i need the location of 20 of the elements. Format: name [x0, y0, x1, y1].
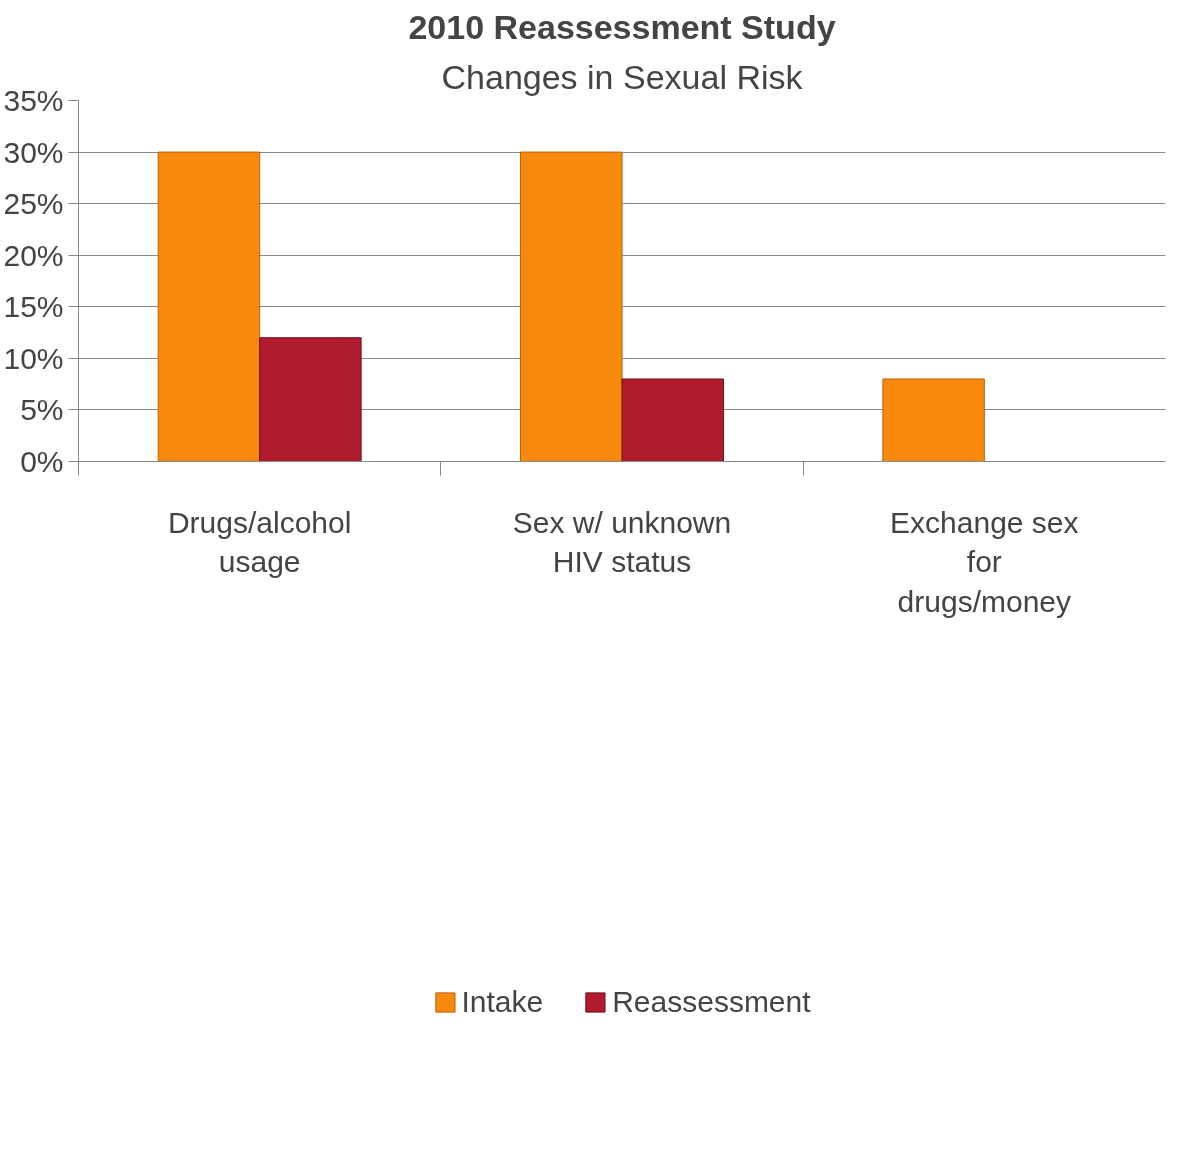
- chart-title: 2010 Reassessment Study: [408, 7, 836, 46]
- bar: [520, 151, 623, 462]
- bar: [157, 151, 261, 462]
- y-tick-label: 20%: [3, 238, 64, 272]
- legend-label: Intake: [461, 984, 544, 1019]
- y-tick-label: 0%: [20, 445, 64, 478]
- bar: [621, 378, 724, 462]
- legend-label: Reassessment: [612, 984, 811, 1019]
- x-tick-label: Exchange sex for drugs/money: [890, 505, 1079, 618]
- chart-subtitle: Changes in Sexual Risk: [441, 57, 804, 96]
- bar: [882, 378, 985, 462]
- y-tick-label: 25%: [3, 187, 64, 221]
- bar: [259, 337, 362, 462]
- y-tick-label: 15%: [3, 290, 64, 324]
- y-tick-label: 10%: [3, 341, 64, 375]
- y-tick-label: 5%: [20, 393, 64, 427]
- y-tick-label: 35%: [3, 84, 64, 117]
- x-tick-label: Drugs/alcohol usage: [167, 505, 352, 579]
- y-tick-label: 30%: [3, 135, 64, 169]
- x-tick-label: Sex w/ unknown HIV status: [512, 505, 732, 579]
